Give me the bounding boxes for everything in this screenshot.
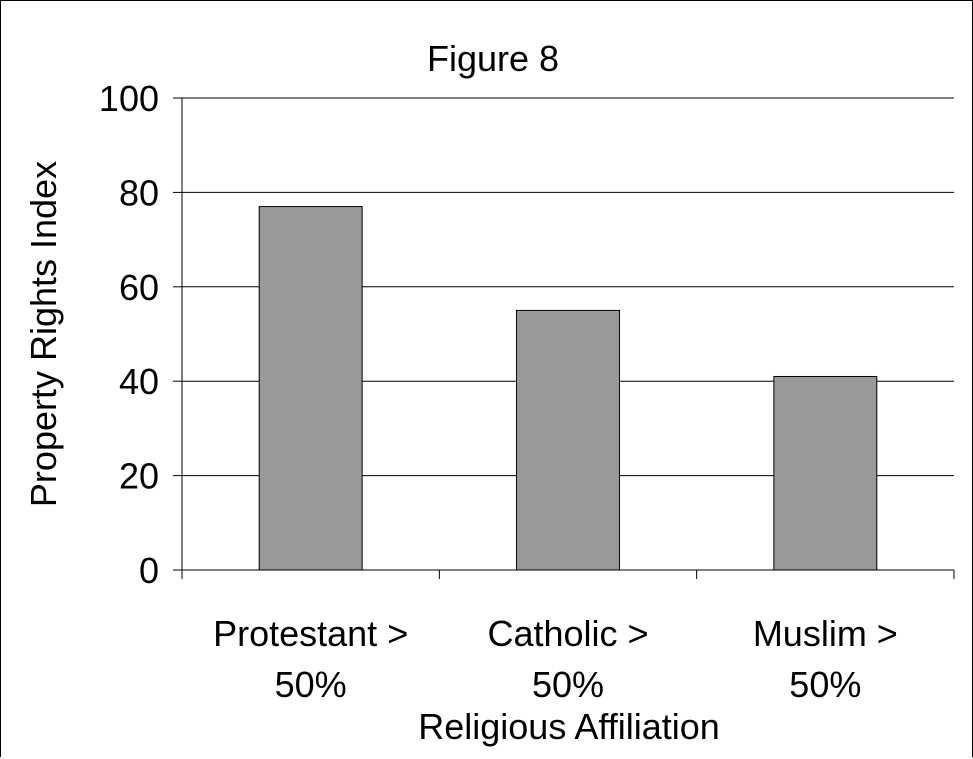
x-tick-label-line: Protestant > — [213, 613, 408, 654]
y-tick-label: 0 — [139, 550, 159, 591]
y-tick-label: 60 — [119, 267, 159, 308]
bar — [516, 309, 620, 571]
y-tick-labels: 0 20 40 60 80 100 — [99, 78, 159, 591]
bar — [773, 375, 878, 571]
x-tick-label: Catholic > 50% — [487, 613, 648, 705]
y-tick-label: 100 — [99, 78, 159, 119]
x-tick-label-line: 50% — [532, 664, 604, 705]
axes — [173, 97, 955, 579]
x-tick-label-line: Catholic > — [487, 613, 648, 654]
x-tick-label-line: 50% — [789, 664, 861, 705]
bars — [258, 206, 878, 571]
x-tick-labels: Protestant > 50% Catholic > 50% Muslim > 50% — [213, 613, 898, 705]
x-axis-label: Religious Affiliation — [418, 706, 720, 747]
x-tick-label: Protestant > 50% — [213, 613, 408, 705]
x-tick-label-line: 50% — [275, 664, 347, 705]
y-tick-label: 20 — [119, 456, 159, 497]
y-tick-label: 80 — [119, 172, 159, 213]
chart-title: Figure 8 — [427, 38, 559, 79]
x-tick-label: Muslim > 50% — [753, 613, 898, 705]
x-tick-label-line: Muslim > — [753, 613, 898, 654]
y-tick-label: 40 — [119, 361, 159, 402]
bar — [258, 206, 363, 571]
y-axis-label: Property Rights Index — [23, 161, 64, 507]
